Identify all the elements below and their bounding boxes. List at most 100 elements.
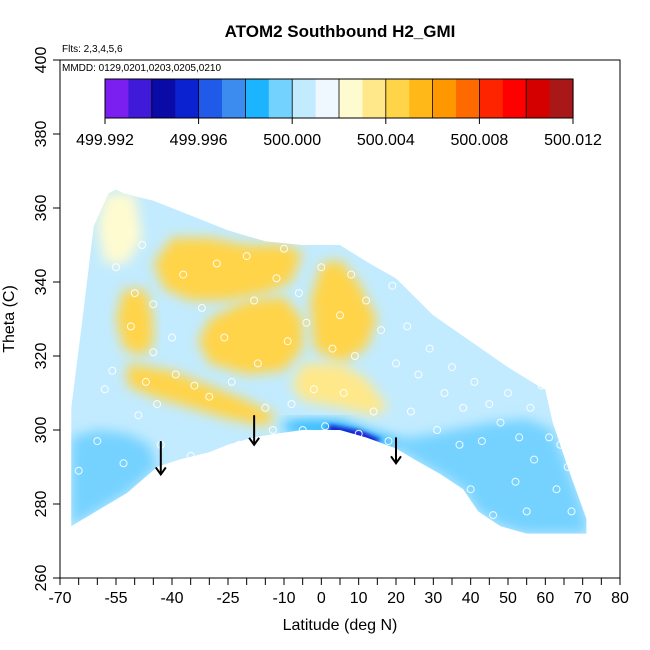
obs-point [336, 311, 344, 320]
region-low-north-blue [366, 418, 587, 534]
arrow-head [248, 437, 260, 447]
obs-point [134, 411, 143, 420]
region-yellow-lower-north [291, 363, 389, 416]
region-low-south-blue [71, 430, 158, 527]
arrow-marker [248, 415, 260, 447]
y-tick-label: 320 [33, 343, 50, 370]
region-yellow-lower-band [127, 363, 277, 427]
obs-point [545, 433, 554, 442]
obs-point [362, 296, 371, 305]
obs-point [268, 426, 277, 434]
obs-point [511, 477, 520, 486]
y-tick-label: 280 [33, 491, 50, 518]
arrows [154, 415, 402, 477]
colorbar-swatch [292, 79, 317, 118]
colorbar-swatch [315, 79, 340, 118]
colorbar-swatch [198, 79, 223, 118]
flights-note: Flts: 2,3,4,5,6 [62, 44, 123, 55]
obs-point [406, 407, 415, 416]
obs-point [433, 426, 442, 434]
obs-point [392, 359, 400, 368]
x-tick-label: 80 [611, 590, 629, 607]
colorbar-tick-label: 499.992 [76, 132, 134, 149]
obs-point [354, 429, 363, 438]
obs-point [227, 377, 236, 386]
x-tick-label: -55 [104, 590, 127, 607]
plot-area [71, 189, 587, 534]
obs-point [388, 281, 397, 290]
obs-point [485, 400, 494, 409]
colorbar-swatch [549, 79, 574, 118]
region-yellow-north-centre [310, 259, 378, 364]
arrow-head [154, 466, 167, 477]
obs-point [205, 392, 214, 401]
y-tick-label: 400 [33, 47, 50, 74]
obs-point [220, 333, 229, 342]
colorbar-swatch [339, 79, 363, 118]
colorbar-swatch [385, 79, 410, 118]
colorbar-swatch [268, 79, 293, 118]
colorbar-tick-label: 500.012 [544, 132, 602, 149]
obs-point [141, 377, 150, 386]
heatmap-field [71, 189, 587, 534]
obs-point [421, 470, 430, 479]
obs-point [552, 485, 561, 494]
obs-point [112, 263, 120, 272]
obs-point [466, 485, 475, 494]
observation-points [74, 241, 576, 527]
obs-point [253, 359, 262, 368]
obs-point [280, 244, 288, 253]
obs-point [171, 370, 180, 379]
obs-point [339, 389, 348, 397]
obs-point [489, 511, 498, 520]
colorbar-tick-label: 500.000 [263, 132, 321, 149]
obs-point [477, 437, 486, 446]
colorbar-swatch [245, 79, 270, 118]
x-tick-label: -40 [160, 590, 183, 607]
region-yellow-south-patch [116, 289, 154, 356]
obs-point [522, 507, 531, 516]
obs-point [272, 274, 281, 283]
x-axis-label: Latitude (deg N) [283, 617, 398, 634]
y-tick-label: 340 [33, 269, 50, 296]
obs-point [149, 300, 158, 309]
obs-point [321, 422, 330, 431]
colorbar-swatch [362, 79, 387, 118]
obs-point [515, 433, 524, 442]
obs-point [130, 289, 139, 298]
obs-point [556, 440, 565, 449]
obs-point [403, 322, 412, 331]
obs-point [459, 403, 468, 412]
obs-point [309, 385, 318, 394]
x-tick-label: 10 [350, 590, 368, 607]
obs-point [149, 348, 158, 357]
colorbar-swatch [151, 79, 176, 118]
obs-point [283, 337, 292, 346]
colorbar-swatch [105, 79, 129, 118]
y-tick-label: 300 [33, 417, 50, 444]
x-tick-label: -25 [216, 590, 239, 607]
obs-point [153, 400, 162, 409]
obs-point [250, 296, 259, 305]
x-tick-label: 30 [424, 590, 442, 607]
obs-point [138, 241, 147, 249]
obs-point [235, 440, 244, 449]
colorbar-swatch [409, 79, 434, 118]
x-tick-label: -10 [272, 590, 295, 607]
x-axis: -70 -55 -40 -25 -10 0 10 20 30 40 50 60 70 80 [48, 578, 629, 607]
colorbar-tick-label: 500.008 [450, 132, 508, 149]
x-tick-label: 40 [462, 590, 480, 607]
colorbar-swatch [175, 79, 200, 118]
x-tick-label: 70 [574, 590, 592, 607]
y-tick-label: 380 [33, 121, 50, 148]
obs-point [212, 259, 221, 268]
obs-point [470, 377, 479, 386]
obs-point [504, 389, 512, 397]
obs-point [537, 381, 546, 390]
region-yellow-mid-centre [198, 296, 303, 375]
dates-note: MMDD: 0129,0201,0203,0205,0210 [62, 63, 221, 74]
x-tick-label: 50 [499, 590, 517, 607]
colorbar-swatch [502, 79, 527, 118]
x-tick-label: 20 [387, 590, 405, 607]
obs-point [82, 518, 91, 527]
